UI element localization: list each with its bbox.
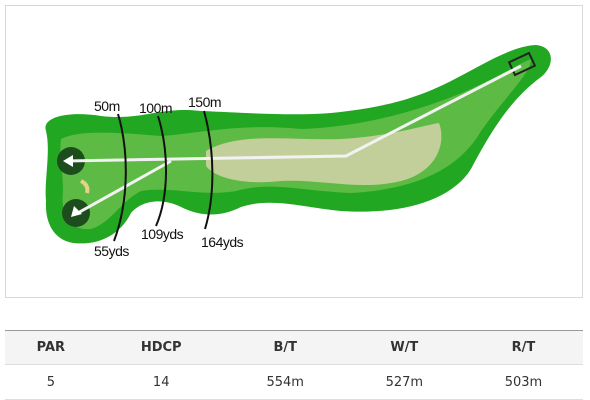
hole-map: 50m 100m 150m 55yds 109yds 164yds bbox=[45, 45, 551, 259]
cell: 503m bbox=[463, 364, 583, 400]
distance-label: 150m bbox=[188, 94, 221, 110]
yardage-label: 55yds bbox=[94, 243, 129, 259]
arrow bbox=[71, 206, 82, 217]
header-cell: W/T bbox=[344, 330, 464, 365]
data-row: 5 14 554m 527m 503m bbox=[5, 364, 583, 400]
shot-line bbox=[65, 64, 522, 163]
cell: 527m bbox=[344, 364, 464, 400]
yardage-label: 164yds bbox=[201, 234, 244, 250]
hole-info-table: PAR HDCP B/T W/T R/T 5 14 554m 527m 503m bbox=[5, 330, 583, 400]
distance-arc bbox=[203, 110, 214, 230]
header-cell: R/T bbox=[463, 330, 583, 365]
arrow bbox=[63, 155, 73, 167]
distance-label: 50m bbox=[94, 98, 120, 114]
header-row: PAR HDCP B/T W/T R/T bbox=[5, 330, 583, 365]
tee bbox=[507, 51, 537, 77]
shot-line bbox=[75, 159, 172, 216]
distance-arc bbox=[155, 115, 167, 227]
header-cell: PAR bbox=[5, 330, 97, 365]
bunker bbox=[80, 179, 90, 194]
distance-label: 100m bbox=[139, 100, 172, 116]
hole-map-frame: 50m 100m 150m 55yds 109yds 164yds bbox=[5, 5, 583, 298]
yardage-label: 109yds bbox=[141, 226, 184, 242]
cell: 554m bbox=[225, 364, 345, 400]
header-cell: B/T bbox=[225, 330, 345, 365]
distance-arc bbox=[113, 113, 127, 242]
cell: 14 bbox=[96, 364, 226, 400]
cell: 5 bbox=[5, 364, 97, 400]
header-cell: HDCP bbox=[96, 330, 226, 365]
